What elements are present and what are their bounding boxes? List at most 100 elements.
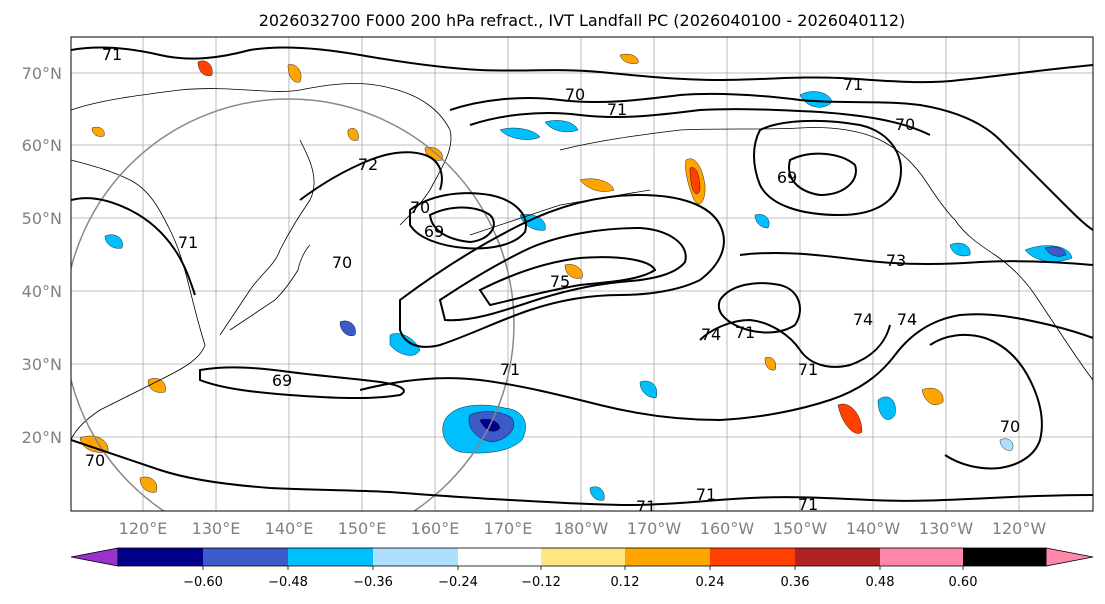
- colorbar-extend-min: [70, 547, 119, 567]
- colorbar-segment: [458, 548, 541, 566]
- colorbar-tick-label: 0.36: [781, 575, 810, 590]
- patch-positive: [347, 128, 359, 141]
- contour-line: [717, 282, 801, 334]
- map-frame: [70, 36, 1094, 512]
- patch-positive: [197, 60, 213, 76]
- lon-label: 170°W: [627, 519, 682, 538]
- shaded-patches: [79, 53, 1073, 501]
- contour-line: [929, 333, 1043, 470]
- contour-label: 71: [636, 497, 656, 516]
- patch-negative: [639, 380, 658, 399]
- lon-label: 160°E: [411, 519, 460, 538]
- contour-line: [788, 152, 857, 197]
- contour-line: [71, 197, 196, 296]
- colorbar-tick-label: −0.60: [183, 575, 223, 590]
- colorbar-segment: [203, 548, 288, 566]
- contour-line: [199, 366, 405, 400]
- patch-positive: [287, 64, 302, 83]
- patch-negative: [949, 242, 971, 257]
- contour-label: 70: [85, 451, 105, 470]
- patch-negative: [339, 320, 356, 336]
- coastline-north-america: [954, 219, 1093, 381]
- patch-negative: [104, 234, 123, 249]
- coastline-aleutians: [469, 189, 651, 236]
- patch-positive: [139, 476, 158, 493]
- contour-line: [469, 108, 931, 136]
- contour-label: 71: [607, 100, 627, 119]
- contour-label: 70: [565, 85, 585, 104]
- contour-line: [739, 251, 1093, 266]
- lon-label: 160°W: [700, 519, 755, 538]
- contour-label: 72: [358, 155, 378, 174]
- lon-label: 140°W: [846, 519, 901, 538]
- colorbar-frame: [117, 547, 1047, 567]
- patch-negative: [544, 120, 579, 133]
- patch-negative: [999, 438, 1014, 451]
- patch-negative: [1044, 246, 1067, 257]
- contour-label: 74: [897, 310, 917, 329]
- contour-label: 69: [777, 168, 797, 187]
- contour-label: 71: [843, 75, 863, 94]
- colorbar-tick-label: −0.48: [268, 575, 308, 590]
- lon-label: 130°W: [919, 519, 974, 538]
- lat-label: 60°N: [22, 136, 62, 155]
- patch-negative: [754, 214, 770, 229]
- lon-label: 150°W: [773, 519, 828, 538]
- contour-labels: 71 70 71 71 70 69 72 70 69 71 70 75 74 7…: [85, 45, 1020, 516]
- contour-label: 71: [102, 45, 122, 64]
- contour-line: [438, 226, 687, 322]
- contour-line: [399, 193, 725, 348]
- contour-label: 71: [500, 360, 520, 379]
- contour-label: 75: [550, 272, 570, 291]
- colorbar-segment: [880, 548, 963, 566]
- contour-label: 70: [1000, 417, 1020, 436]
- contour-label: 73: [886, 251, 906, 270]
- coastline-asia: [71, 83, 452, 441]
- colorbar-segment: [963, 548, 1046, 566]
- contour-label: 70: [332, 253, 352, 272]
- contour-line: [409, 192, 527, 250]
- patch-positive: [837, 403, 863, 434]
- colorbar-segment: [625, 548, 710, 566]
- lon-label: 180°W: [554, 519, 609, 538]
- colorbar-tick-label: −0.24: [438, 575, 478, 590]
- contour-label: 69: [272, 371, 292, 390]
- contour-line: [699, 318, 891, 368]
- lon-label: 130°E: [192, 519, 241, 538]
- patch-negative: [877, 396, 896, 420]
- patch-negative: [389, 333, 421, 356]
- contour-label: 74: [701, 325, 721, 344]
- contour-label: 71: [178, 233, 198, 252]
- colorbar-tick-label: 0.48: [866, 575, 895, 590]
- contour-line: [299, 151, 443, 201]
- patch-positive: [921, 387, 944, 405]
- great-circle: [71, 98, 515, 511]
- contour-label: 69: [424, 222, 444, 241]
- lon-label: 150°E: [338, 519, 387, 538]
- patch-positive: [564, 264, 583, 279]
- colorbar: −0.60 −0.48 −0.36 −0.24 −0.12 0.12 0.24 …: [70, 547, 1094, 590]
- colorbar-segment: [710, 548, 795, 566]
- contour-line: [478, 256, 657, 307]
- colorbar-tick-label: 0.60: [949, 575, 978, 590]
- lon-label: 140°E: [265, 519, 314, 538]
- longitude-labels: 120°E 130°E 140°E 150°E 160°E 170°E 180°…: [119, 519, 1047, 538]
- patch-positive: [579, 178, 615, 192]
- contour-label: 70: [895, 115, 915, 134]
- patch-negative: [589, 486, 605, 501]
- coastline-japan: [229, 244, 311, 331]
- colorbar-ticks: [202, 566, 964, 570]
- colorbar-segment: [118, 548, 203, 566]
- contour-label: 71: [735, 323, 755, 342]
- colorbar-tick-labels: −0.60 −0.48 −0.36 −0.24 −0.12 0.12 0.24 …: [183, 575, 977, 590]
- contour-label: 71: [798, 360, 818, 379]
- colorbar-tick-label: 0.24: [696, 575, 725, 590]
- colorbar-segment: [795, 548, 880, 566]
- lat-label: 50°N: [22, 209, 62, 228]
- patch-positive: [147, 378, 166, 393]
- coastlines: [71, 83, 1093, 441]
- lon-label: 120°W: [992, 519, 1047, 538]
- contour-line: [753, 119, 902, 217]
- contour-label: 71: [798, 495, 818, 514]
